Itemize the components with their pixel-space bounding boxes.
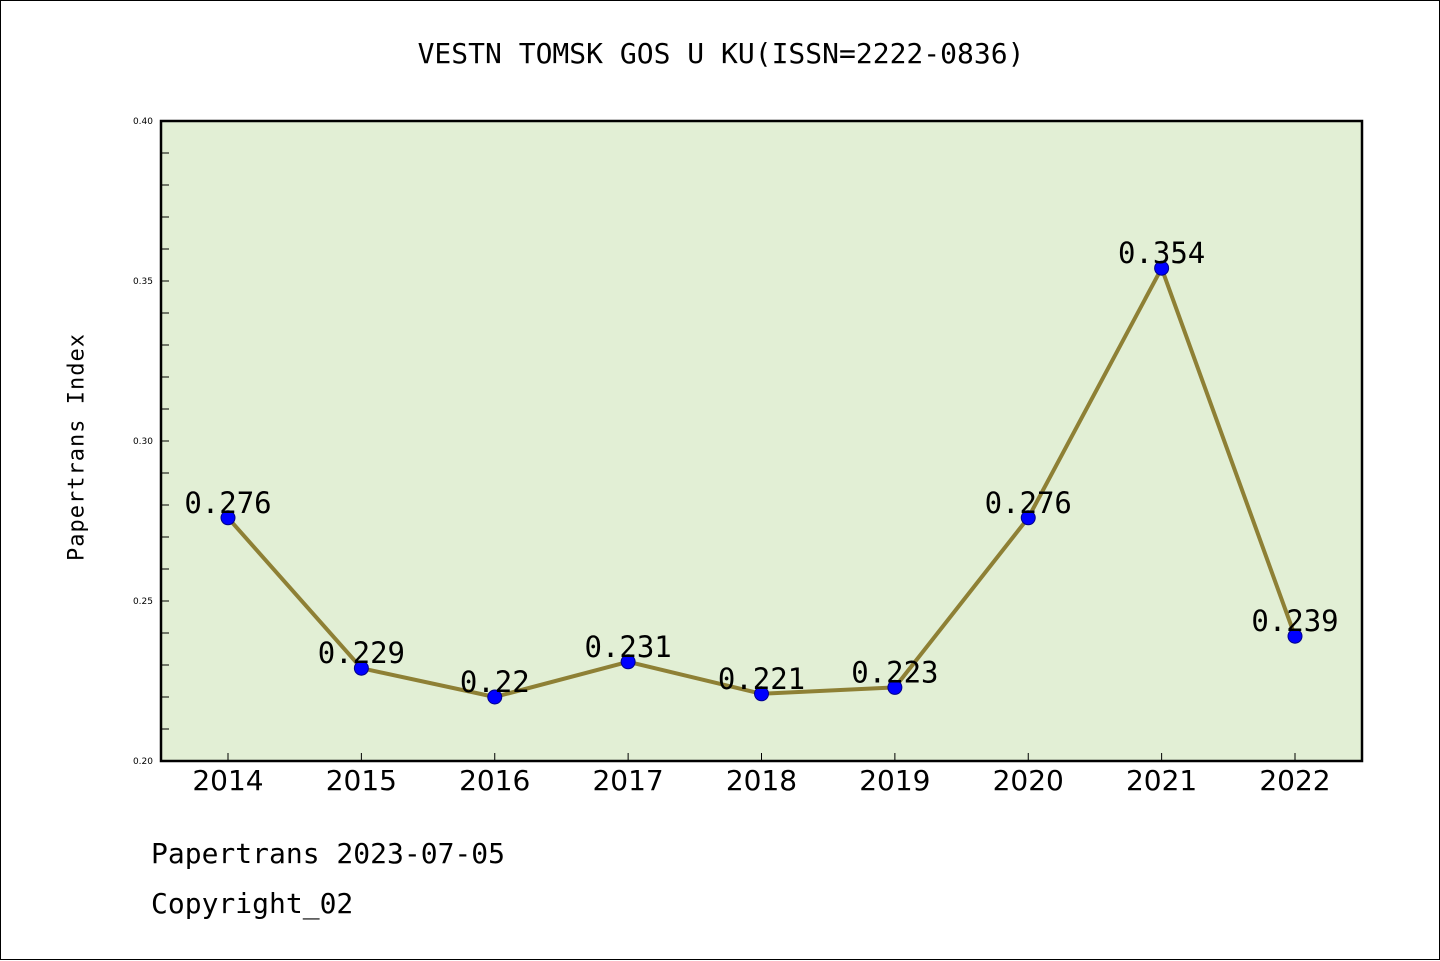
plot-border: [159, 119, 1364, 763]
data-point: [1020, 510, 1036, 526]
x-tick-label: 2014: [192, 764, 263, 797]
y-tick-label: 0.30: [133, 437, 153, 447]
data-point: [487, 689, 503, 705]
data-label: 0.276: [184, 486, 271, 520]
data-point: [220, 510, 236, 526]
data-label: 0.239: [1251, 604, 1338, 638]
chart-title: VESTN TOMSK GOS U KU(ISSN=2222-0836): [417, 37, 1025, 70]
data-label: 0.22: [460, 665, 530, 699]
data-point: [620, 654, 636, 670]
data-label: 0.221: [718, 662, 805, 696]
x-tick-label: 2015: [326, 764, 397, 797]
data-label: 0.223: [851, 655, 938, 689]
x-tick-label: 2022: [1259, 764, 1330, 797]
data-point: [1154, 260, 1170, 276]
plot-area: [161, 121, 1362, 761]
y-tick-label: 0.35: [133, 277, 153, 287]
x-tick-label: 2021: [1126, 764, 1197, 797]
x-tick-label: 2020: [993, 764, 1064, 797]
data-label: 0.354: [1118, 236, 1205, 270]
footer-copyright: Copyright_02: [151, 887, 354, 920]
x-tick-label: 2019: [859, 764, 930, 797]
data-label: 0.276: [985, 486, 1072, 520]
x-tick-label: 2018: [726, 764, 797, 797]
y-tick-label: 0.20: [133, 757, 153, 767]
footer-date: Papertrans 2023-07-05: [151, 837, 506, 870]
y-tick-label: 0.40: [133, 117, 153, 127]
y-tick-label: 0.25: [133, 597, 153, 607]
data-point: [1287, 628, 1303, 644]
data-label: 0.229: [318, 636, 405, 670]
data-point: [754, 686, 769, 702]
x-tick-label: 2016: [459, 764, 530, 797]
data-label: 0.231: [584, 630, 671, 664]
data-point: [353, 660, 369, 676]
x-tick-label: 2017: [592, 764, 663, 797]
data-point: [887, 679, 903, 695]
